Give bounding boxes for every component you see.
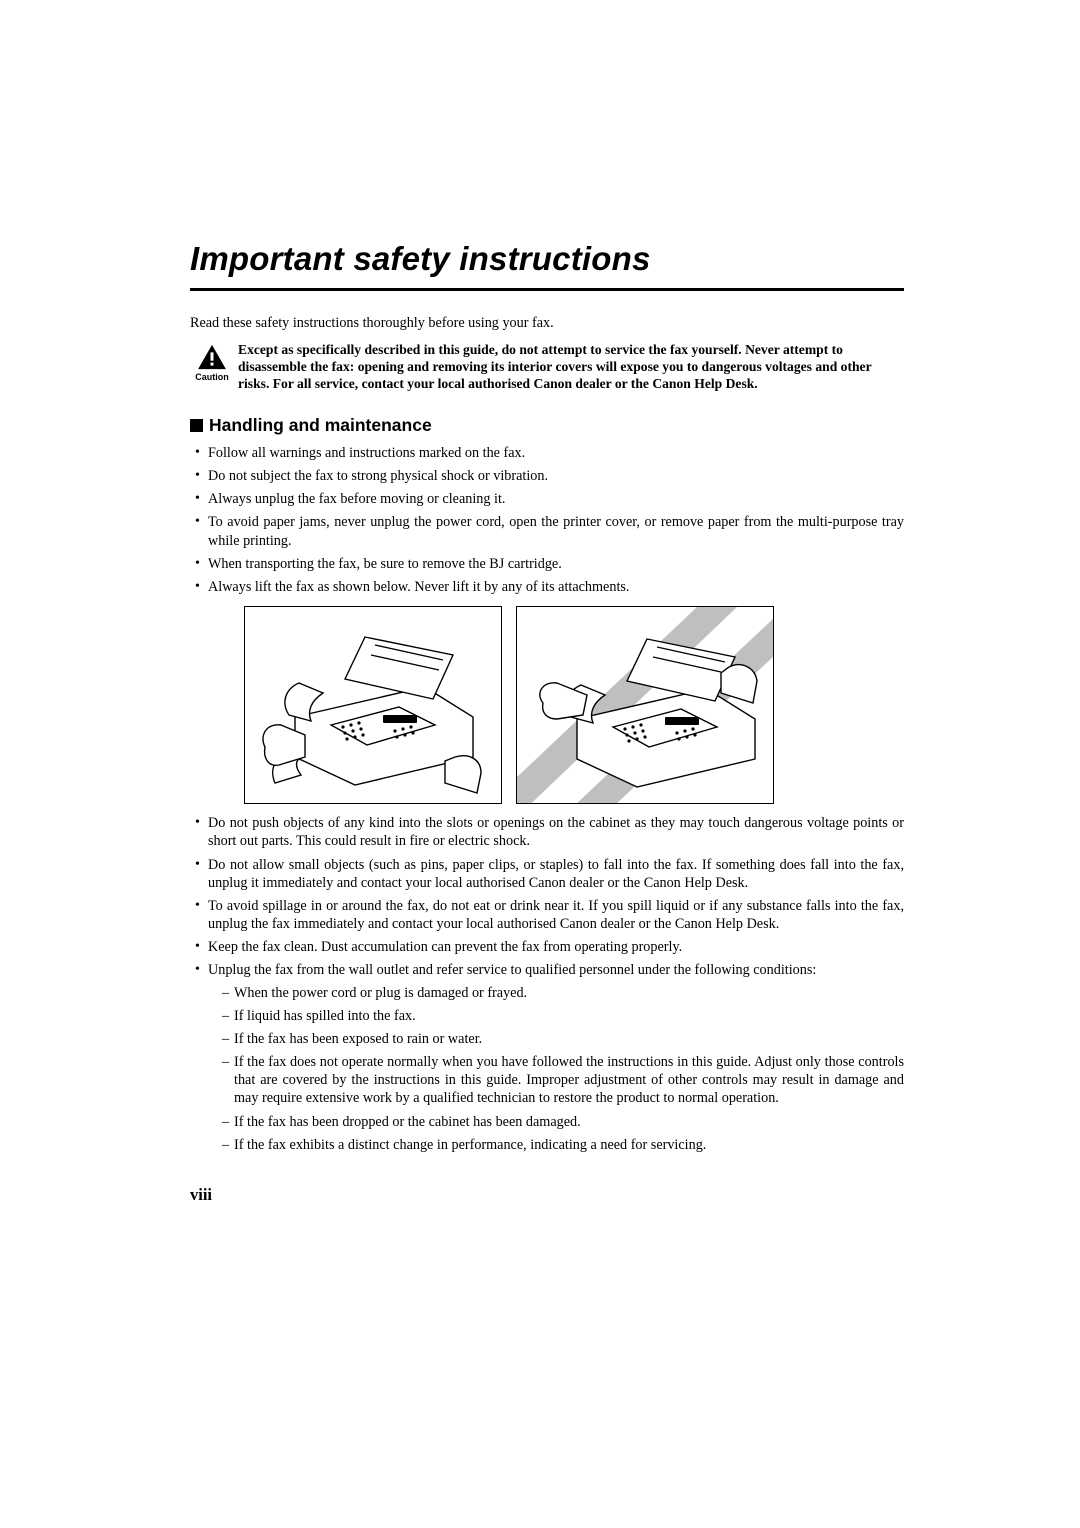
sub-list-item: If the fax does not operate normally whe… <box>222 1053 904 1108</box>
figure-row <box>244 606 904 804</box>
list-item: Do not subject the fax to strong physica… <box>198 467 904 485</box>
fax-illustration-correct-icon <box>245 607 502 804</box>
warning-triangle-icon <box>197 344 227 370</box>
list-item: To avoid paper jams, never unplug the po… <box>198 513 904 549</box>
list-item-text: Unplug the fax from the wall outlet and … <box>208 962 816 978</box>
intro-text: Read these safety instructions thoroughl… <box>190 315 904 332</box>
list-item: Always lift the fax as shown below. Neve… <box>198 578 904 596</box>
bullet-square-icon <box>190 419 203 432</box>
caution-block: Caution Except as specifically described… <box>190 342 904 393</box>
page-title: Important safety instructions <box>190 240 904 291</box>
list-item: Do not allow small objects (such as pins… <box>198 856 904 892</box>
caution-text: Except as specifically described in this… <box>234 342 904 393</box>
sub-list-item: If the fax has been exposed to rain or w… <box>222 1030 904 1048</box>
list-item: To avoid spillage in or around the fax, … <box>198 897 904 933</box>
section-heading-text: Handling and maintenance <box>209 415 432 435</box>
document-page: Important safety instructions Read these… <box>190 240 904 1159</box>
sub-list-item: If the fax exhibits a distinct change in… <box>222 1136 904 1154</box>
sub-list-item: If liquid has spilled into the fax. <box>222 1007 904 1025</box>
fax-illustration-incorrect-icon <box>517 607 774 804</box>
caution-icon-column: Caution <box>190 342 234 382</box>
list-item: When transporting the fax, be sure to re… <box>198 555 904 573</box>
caution-label: Caution <box>195 372 229 382</box>
list-item: Keep the fax clean. Dust accumulation ca… <box>198 938 904 956</box>
list-item: Unplug the fax from the wall outlet and … <box>198 961 904 1154</box>
sub-list: When the power cord or plug is damaged o… <box>208 984 904 1154</box>
bullet-list-top: Follow all warnings and instructions mar… <box>190 444 904 596</box>
list-item: Always unplug the fax before moving or c… <box>198 490 904 508</box>
sub-list-item: When the power cord or plug is damaged o… <box>222 984 904 1002</box>
figure-correct-lift <box>244 606 502 804</box>
list-item: Do not push objects of any kind into the… <box>198 814 904 850</box>
bullet-list-bottom: Do not push objects of any kind into the… <box>190 814 904 1154</box>
page-number: viii <box>190 1185 212 1205</box>
section-heading: Handling and maintenance <box>190 415 904 436</box>
sub-list-item: If the fax has been dropped or the cabin… <box>222 1113 904 1131</box>
figure-incorrect-lift <box>516 606 774 804</box>
list-item: Follow all warnings and instructions mar… <box>198 444 904 462</box>
